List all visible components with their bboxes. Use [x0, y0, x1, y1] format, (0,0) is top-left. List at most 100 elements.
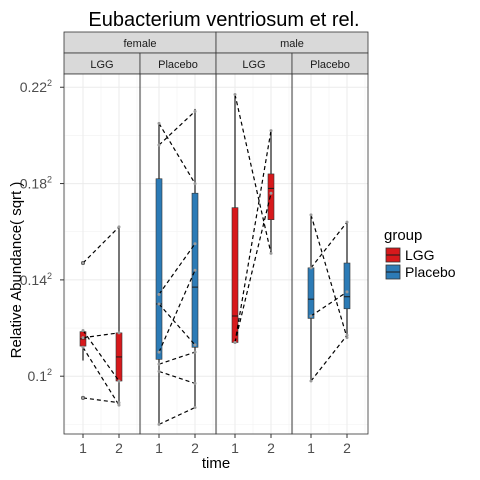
x-axis-title: time — [202, 455, 230, 472]
paired-line — [158, 243, 196, 295]
paired-point — [193, 381, 197, 385]
paired-point — [193, 343, 197, 347]
y-tick-exponent: 2 — [47, 78, 52, 88]
paired-line — [158, 370, 196, 385]
facet-strip-label-placebo: Placebo — [158, 59, 198, 71]
paired-point — [309, 213, 313, 217]
paired-point — [233, 340, 237, 344]
facet-strip-label-male: male — [280, 38, 304, 50]
paired-line — [158, 270, 196, 353]
paired-point — [309, 379, 313, 383]
legend-label-placebo: Placebo — [405, 264, 456, 280]
y-tick-exponent: 2 — [47, 175, 52, 185]
paired-point — [157, 143, 161, 147]
paired-point — [345, 333, 349, 337]
paired-point — [157, 302, 161, 306]
paired-line — [158, 110, 196, 146]
y-tick-exponent: 2 — [47, 367, 52, 377]
y-tick-exponent: 2 — [47, 271, 52, 281]
x-axis-tick-label: 2 — [191, 440, 199, 456]
x-axis-tick-label: 2 — [115, 440, 123, 456]
paired-point — [81, 396, 85, 400]
paired-point — [81, 261, 85, 265]
paired-point — [269, 129, 273, 133]
paired-point — [117, 331, 121, 335]
paired-point — [81, 345, 85, 349]
y-axis-tick-label: 0.142 — [20, 271, 52, 288]
y-axis-tick-label: 0.222 — [20, 78, 52, 95]
paired-point — [345, 220, 349, 224]
paired-point — [193, 406, 197, 410]
box-body — [155, 178, 163, 360]
x-axis-tick-label: 2 — [267, 440, 275, 456]
chart-title: Eubacterium ventriosum et rel. — [88, 9, 359, 31]
legend-title: group — [384, 227, 422, 244]
paired-point — [117, 379, 121, 383]
paired-point — [309, 314, 313, 318]
panel-background — [216, 74, 292, 434]
y-tick-base: 0.1 — [28, 368, 48, 384]
paired-point — [345, 290, 349, 294]
x-axis-tick-label: 1 — [231, 440, 239, 456]
paired-point — [193, 268, 197, 272]
paired-point — [157, 350, 161, 354]
facet-panel-male-lgg — [231, 92, 275, 344]
facet-strip-label-placebo: Placebo — [310, 59, 350, 71]
paired-point — [309, 266, 313, 270]
facet-panel-female-lgg — [79, 225, 123, 407]
paired-line — [158, 351, 196, 365]
facet-strip-label-lgg: LGG — [242, 59, 265, 71]
panel-border — [291, 73, 369, 435]
y-tick-base: 0.22 — [20, 79, 47, 95]
paired-point — [157, 422, 161, 426]
panel-background — [64, 74, 140, 434]
paired-line — [82, 346, 120, 406]
facet-strip-label-female: female — [123, 38, 156, 50]
paired-line — [310, 214, 348, 338]
paired-point — [157, 369, 161, 373]
paired-line — [82, 226, 120, 264]
paired-line — [158, 123, 196, 184]
facet-panel-male-placebo — [307, 213, 351, 383]
paired-line — [82, 332, 120, 339]
paired-line — [310, 221, 348, 269]
y-axis-tick-label: 0.182 — [20, 175, 52, 192]
facet-strip-label-lgg: LGG — [90, 59, 113, 71]
panel-background — [140, 74, 216, 434]
paired-line — [82, 397, 120, 404]
y-axis-title: Relative Abundance( sqrt ) — [8, 182, 25, 359]
paired-line — [310, 291, 348, 317]
box-body — [307, 267, 315, 319]
paired-point — [193, 350, 197, 354]
box-body — [343, 262, 351, 310]
paired-point — [117, 403, 121, 407]
paired-line — [234, 94, 272, 254]
paired-point — [81, 336, 85, 340]
y-axis-tick-label: 0.12 — [28, 367, 52, 384]
facet-panel-female-placebo — [155, 108, 199, 426]
paired-point — [193, 242, 197, 246]
paired-point — [117, 401, 121, 405]
x-axis-tick-label: 2 — [343, 440, 351, 456]
paired-point — [269, 251, 273, 255]
paired-point — [81, 328, 85, 332]
x-axis-tick-label: 1 — [79, 440, 87, 456]
y-tick-base: 0.18 — [20, 176, 47, 192]
paired-line — [234, 193, 272, 343]
paired-point — [157, 121, 161, 125]
legend-label-lgg: LGG — [405, 247, 435, 263]
paired-point — [117, 225, 121, 229]
paired-point — [157, 292, 161, 296]
paired-point — [193, 109, 197, 113]
panel-background — [292, 74, 368, 434]
x-axis-tick-label: 1 — [307, 440, 315, 456]
x-axis-tick-label: 1 — [155, 440, 163, 456]
paired-line — [234, 130, 272, 343]
paired-line — [158, 303, 196, 346]
y-tick-base: 0.14 — [20, 272, 47, 288]
paired-point — [157, 362, 161, 366]
box-body — [267, 173, 275, 220]
